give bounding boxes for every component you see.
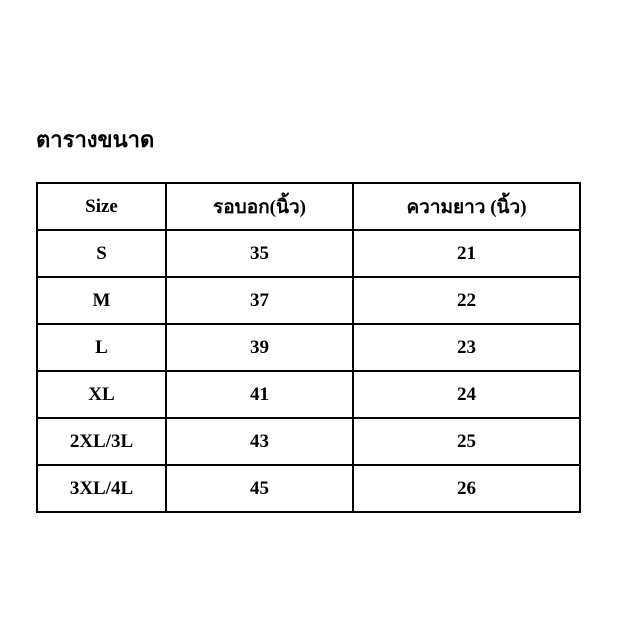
table-header-row: Size รอบอก(นิ้ว) ความยาว (นิ้ว) bbox=[36, 182, 581, 231]
cell-chest: 35 bbox=[165, 229, 354, 278]
cell-size: XL bbox=[36, 370, 167, 419]
cell-size: 3XL/4L bbox=[36, 464, 167, 513]
cell-length: 22 bbox=[352, 276, 581, 325]
table-row: 2XL/3L 43 25 bbox=[36, 417, 581, 466]
cell-size: 2XL/3L bbox=[36, 417, 167, 466]
cell-chest: 37 bbox=[165, 276, 354, 325]
cell-chest: 45 bbox=[165, 464, 354, 513]
table-row: 3XL/4L 45 26 bbox=[36, 464, 581, 513]
cell-length: 26 bbox=[352, 464, 581, 513]
cell-size: L bbox=[36, 323, 167, 372]
page-title: ตารางขนาด bbox=[36, 127, 155, 152]
table-row: L 39 23 bbox=[36, 323, 581, 372]
table-row: S 35 21 bbox=[36, 229, 581, 278]
cell-chest: 43 bbox=[165, 417, 354, 466]
cell-chest: 39 bbox=[165, 323, 354, 372]
cell-length: 23 bbox=[352, 323, 581, 372]
size-table: Size รอบอก(นิ้ว) ความยาว (นิ้ว) S 35 21 M 37… bbox=[36, 182, 581, 513]
cell-length: 21 bbox=[352, 229, 581, 278]
cell-chest: 41 bbox=[165, 370, 354, 419]
cell-size: M bbox=[36, 276, 167, 325]
table-row: M 37 22 bbox=[36, 276, 581, 325]
header-size: Size bbox=[36, 182, 167, 231]
cell-length: 25 bbox=[352, 417, 581, 466]
table-row: XL 41 24 bbox=[36, 370, 581, 419]
cell-length: 24 bbox=[352, 370, 581, 419]
header-chest: รอบอก(นิ้ว) bbox=[165, 182, 354, 231]
header-length: ความยาว (นิ้ว) bbox=[352, 182, 581, 231]
cell-size: S bbox=[36, 229, 167, 278]
